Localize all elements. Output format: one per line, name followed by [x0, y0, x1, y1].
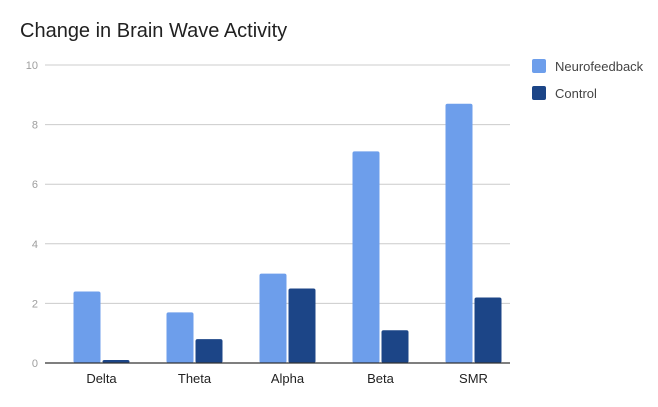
chart-title: Change in Brain Wave Activity: [20, 20, 288, 42]
y-tick-label: 0: [32, 358, 38, 370]
bar-neurofeedback-beta: [352, 151, 380, 363]
bar-neurofeedback-delta: [73, 291, 101, 363]
y-tick-label: 8: [32, 120, 38, 132]
y-tick-label: 6: [32, 179, 38, 191]
legend-label: Neurofeedback: [555, 59, 644, 74]
bar-control-smr: [474, 297, 502, 363]
bar-control-theta: [195, 339, 223, 363]
y-tick-label: 10: [26, 60, 38, 72]
x-tick-label: Delta: [86, 371, 117, 386]
y-tick-label: 4: [32, 239, 38, 251]
bar-control-alpha: [288, 288, 316, 363]
legend-label: Control: [555, 86, 597, 101]
x-tick-label: Alpha: [271, 371, 305, 386]
bar-neurofeedback-smr: [445, 103, 473, 364]
legend-swatch: [532, 59, 546, 73]
bar-neurofeedback-alpha: [259, 273, 287, 363]
x-tick-label: SMR: [459, 371, 488, 386]
x-tick-label: Theta: [178, 371, 212, 386]
x-tick-label: Beta: [367, 371, 395, 386]
bar-control-delta: [102, 360, 130, 363]
y-tick-label: 2: [32, 298, 38, 310]
bar-control-beta: [381, 330, 409, 363]
bar-neurofeedback-theta: [166, 312, 194, 363]
legend-swatch: [532, 86, 546, 100]
